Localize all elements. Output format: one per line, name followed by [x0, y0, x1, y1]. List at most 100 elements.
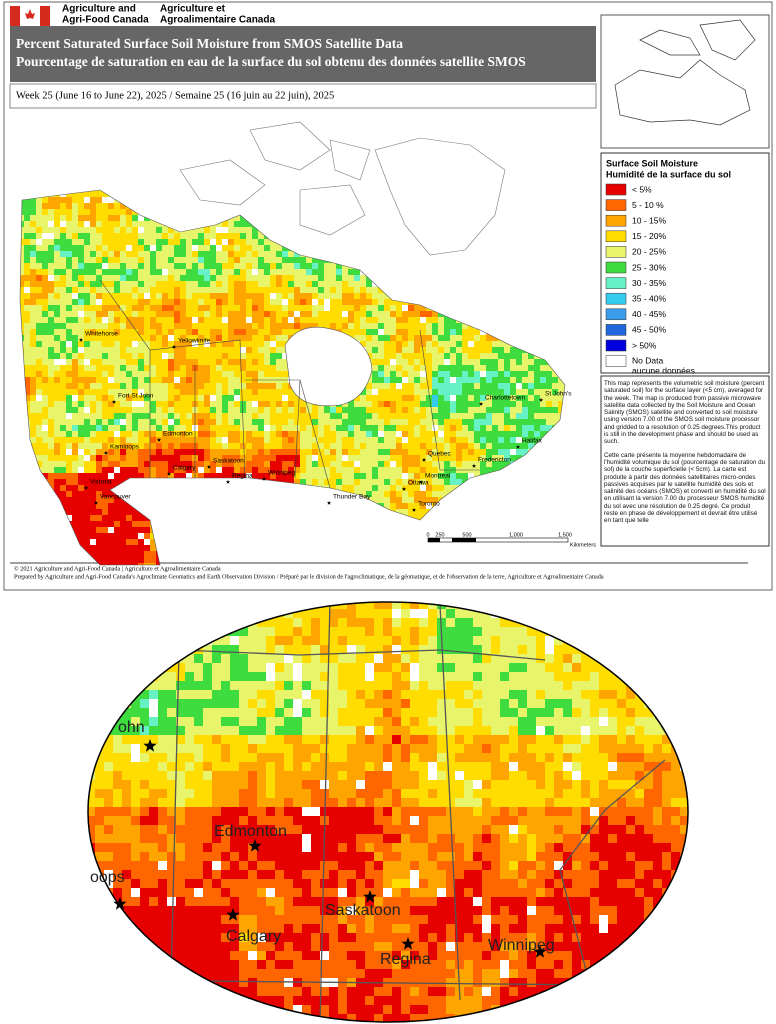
moisture-cell: [36, 431, 43, 438]
moisture-cell: [54, 190, 61, 192]
moisture-cell: [54, 191, 61, 198]
moisture-cell: [264, 323, 271, 330]
moisture-cell: [486, 455, 493, 462]
moisture-cell: [330, 407, 337, 414]
moisture-cell: [48, 455, 55, 462]
moisture-cell: [198, 239, 205, 246]
moisture-cell: [174, 347, 181, 354]
moisture-cell: [84, 425, 91, 432]
moisture-cell: [534, 233, 541, 240]
moisture-cell: [504, 251, 511, 258]
moisture-cell: [474, 311, 481, 318]
moisture-cell: [366, 401, 373, 408]
moisture-cell: [54, 281, 61, 288]
moisture-cell: [108, 221, 115, 228]
moisture-cell: [492, 257, 499, 264]
moisture-cell: [54, 221, 61, 228]
moisture-cell: [138, 347, 145, 354]
moisture-cell: [336, 473, 343, 480]
moisture-cell: [36, 257, 43, 264]
moisture-cell: [492, 269, 499, 276]
moisture-cell: [348, 419, 355, 426]
moisture-cell: [234, 227, 241, 234]
moisture-cell: [180, 359, 187, 366]
moisture-cell: [534, 190, 541, 192]
moisture-cell: [120, 287, 127, 294]
moisture-cell: [348, 245, 355, 252]
moisture-cell: [228, 299, 235, 306]
moisture-cell: [258, 299, 265, 306]
moisture-cell: [96, 221, 103, 228]
moisture-cell: [420, 299, 427, 306]
moisture-cell: [144, 455, 151, 462]
moisture-cell: [60, 461, 67, 468]
moisture-cell: [180, 263, 187, 270]
maple-leaf: [25, 9, 35, 19]
moisture-cell: [396, 353, 403, 360]
moisture-cell: [114, 227, 121, 234]
moisture-cell: [72, 437, 79, 444]
moisture-cell: [498, 257, 505, 264]
moisture-cell: [324, 317, 331, 324]
moisture-cell: [72, 251, 79, 258]
moisture-cell: [36, 419, 43, 426]
moisture-cell: [132, 221, 139, 228]
moisture-cell: [420, 503, 427, 510]
moisture-cell: [228, 479, 235, 486]
moisture-cell: [186, 503, 193, 510]
moisture-cell: [444, 341, 451, 348]
moisture-cell: [324, 251, 331, 258]
moisture-cell: [372, 305, 379, 312]
moisture-cell: [396, 251, 403, 258]
moisture-cell: [378, 323, 385, 330]
moisture-cell: [180, 443, 187, 450]
moisture-cell: [126, 419, 133, 426]
moisture-cell: [264, 359, 271, 366]
moisture-cell: [90, 323, 97, 330]
moisture-cell: [486, 407, 493, 414]
moisture-cell: [516, 395, 523, 402]
moisture-cell: [24, 293, 31, 300]
moisture-cell: [396, 443, 403, 450]
moisture-cell: [378, 365, 385, 372]
moisture-cell: [474, 275, 481, 282]
moisture-cell: [180, 197, 187, 204]
moisture-cell: [516, 479, 523, 486]
moisture-cell: [228, 389, 235, 396]
moisture-cell: [552, 383, 559, 390]
moisture-cell: [132, 299, 139, 306]
moisture-cell: [312, 233, 319, 240]
moisture-cell: [528, 269, 535, 276]
moisture-cell: [384, 335, 391, 342]
moisture-cell: [486, 425, 493, 432]
moisture-cell: [396, 449, 403, 456]
moisture-cell: [456, 335, 463, 342]
moisture-cell: [30, 497, 37, 504]
moisture-cell: [360, 317, 367, 324]
moisture-cell: [516, 443, 523, 450]
moisture-cell: [162, 245, 169, 252]
moisture-cell: [240, 353, 247, 360]
moisture-cell: [36, 437, 43, 444]
moisture-cell: [174, 227, 181, 234]
moisture-cell: [108, 473, 115, 480]
moisture-cell: [156, 503, 163, 510]
moisture-cell: [294, 251, 301, 258]
moisture-cell: [276, 299, 283, 306]
moisture-cell: [264, 491, 271, 498]
moisture-cell: [246, 437, 253, 444]
moisture-cell: [234, 503, 241, 510]
moisture-cell: [318, 413, 325, 420]
moisture-cell: [24, 437, 31, 444]
moisture-cell: [546, 245, 553, 252]
moisture-cell: [72, 473, 79, 480]
moisture-cell: [90, 239, 97, 246]
moisture-cell: [66, 491, 73, 498]
moisture-cell: [114, 245, 121, 252]
moisture-cell: [390, 467, 397, 474]
moisture-cell: [30, 245, 37, 252]
moisture-cell: [246, 245, 253, 252]
moisture-cell: [72, 479, 79, 486]
moisture-cell: [180, 215, 187, 222]
moisture-cell: [336, 425, 343, 432]
